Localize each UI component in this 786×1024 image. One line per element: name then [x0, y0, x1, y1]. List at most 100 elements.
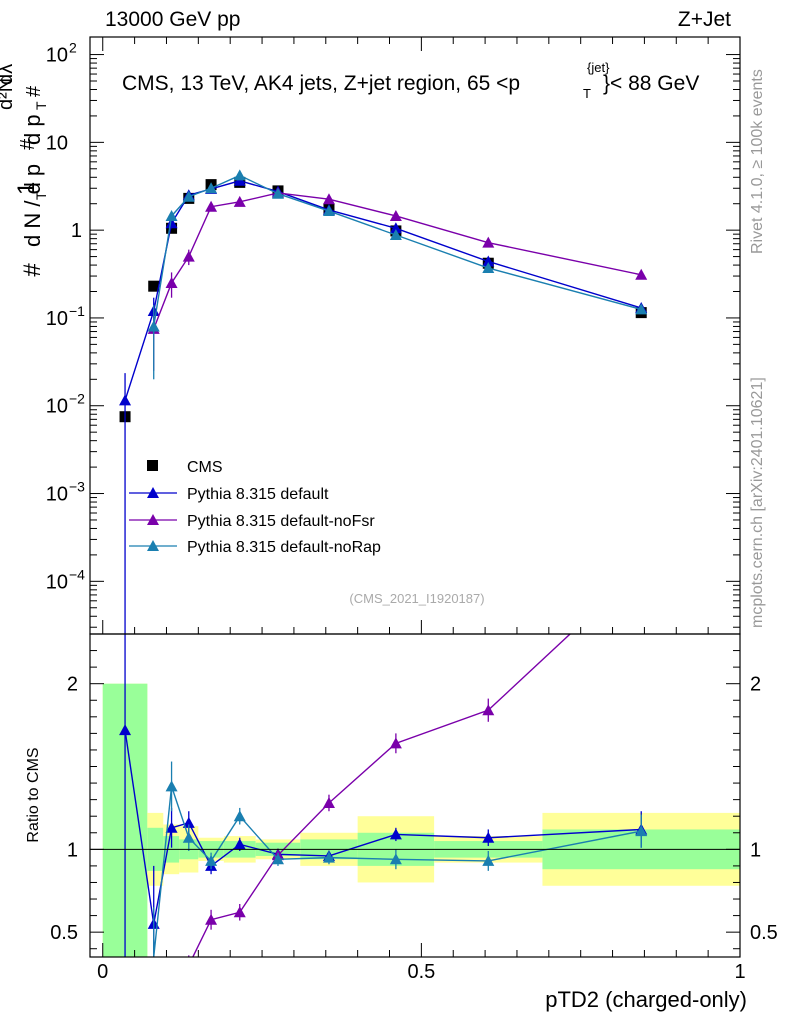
y-tick-label-main: 10	[46, 308, 68, 330]
nofsr-ratio-point-7	[322, 796, 335, 808]
side-label-top: Rivet 4.1.0, ≥ 100k events	[749, 69, 766, 254]
legend-marker-norap	[147, 540, 159, 551]
analysis-id: (CMS_2021_I1920187)	[349, 591, 484, 606]
y-tick-label-ratio: 2	[67, 674, 78, 696]
default-point-8	[389, 222, 402, 234]
side-label-bottom: mcplots.cern.ch [arXiv:2401.10621]	[749, 377, 766, 628]
default-point-2	[165, 217, 178, 229]
nofsr-ratio-point-5	[233, 906, 246, 918]
svg-text:T: T	[583, 86, 591, 101]
norap-point-3	[182, 190, 195, 202]
y-tick-label-main: 10	[46, 396, 68, 418]
nofsr-ratio-point-8	[389, 737, 402, 749]
legend: CMS Pythia 8.315 default Pythia 8.315 de…	[129, 459, 381, 556]
norap-ratio-point-6	[271, 853, 284, 865]
norap-ratio-point-9	[482, 854, 495, 866]
svg-text:d²N: d²N	[0, 78, 17, 110]
norap-point-10	[635, 303, 648, 315]
norap-point-9	[482, 262, 495, 274]
svg-text:{jet}: {jet}	[587, 60, 610, 75]
svg-text:T: T	[33, 191, 49, 200]
y-tick-label-main: 10	[46, 45, 68, 67]
y-tick-label-ratio: 1	[67, 839, 78, 861]
y-tick-label-main: 1	[71, 220, 82, 242]
cms-point-1	[148, 280, 160, 292]
y-tick-label-ratio-right: 0.5	[750, 922, 778, 944]
norap-point-2	[165, 209, 178, 221]
nofsr-point-7	[322, 193, 335, 205]
svg-text:#: #	[17, 138, 39, 150]
y-tick-label-ratio-right: 2	[750, 674, 761, 696]
y-tick-label-main-exp: −3	[69, 479, 85, 495]
svg-text:T: T	[33, 101, 49, 110]
y-tick-label-main-exp: −4	[69, 566, 85, 582]
y-axis-label-ratio: Ratio to CMS	[25, 747, 42, 842]
svg-text:1: 1	[13, 182, 40, 195]
default-ratio-point-8	[389, 828, 402, 840]
legend-marker-default	[147, 487, 159, 498]
y-tick-label-main: 10	[46, 132, 68, 154]
nofsr-line	[153, 192, 642, 330]
legend-label-norap: Pythia 8.315 default-noRap	[187, 539, 381, 556]
header-right: Z+Jet	[678, 8, 731, 31]
ratio-frame	[89, 633, 741, 958]
norap-point-4	[205, 182, 218, 194]
norap-point-6	[271, 187, 284, 199]
default-point-0	[119, 394, 132, 406]
main-plot	[119, 169, 648, 634]
ratio-bands	[102, 683, 740, 957]
y-tick-label-main: 10	[46, 571, 68, 593]
norap-point-1	[147, 320, 160, 332]
nofsr-ratio-point-4	[205, 913, 218, 925]
y-axis-label-main: # 1 d N / d p T # d p T # d²N dλ	[0, 64, 49, 277]
norap-ratio-point-2	[165, 780, 178, 792]
y-tick-label-main: 10	[46, 484, 68, 506]
legend-marker-cms	[147, 460, 158, 471]
norap-ratio-line	[153, 786, 642, 957]
norap-ratio-point-5	[233, 810, 246, 822]
nofsr-point-10	[635, 268, 648, 280]
svg-text:}< 88 GeV: }< 88 GeV	[603, 72, 699, 95]
y-tick-label-main-exp: 2	[69, 40, 77, 56]
legend-label-cms: CMS	[187, 459, 223, 476]
header-left: 13000 GeV pp	[105, 8, 240, 31]
y-tick-label-ratio-right: 1	[750, 839, 761, 861]
default-ratio-point-5	[233, 838, 246, 850]
default-ratio-point-9	[482, 831, 495, 843]
norap-point-7	[322, 205, 335, 217]
svg-text:#: #	[19, 263, 46, 277]
plot-title: CMS, 13 TeV, AK4 jets, Z+jet region, 65 …	[122, 60, 699, 101]
y-tick-label-main-exp: −1	[69, 303, 85, 319]
ratio-plot	[119, 634, 648, 957]
nofsr-point-4	[205, 200, 218, 212]
norap-ratio-point-4	[205, 854, 218, 866]
nofsr-point-9	[482, 236, 495, 248]
norap-point-8	[389, 229, 402, 241]
x-tick-label: 1	[734, 961, 745, 983]
norap-ratio-point-3	[182, 831, 195, 843]
svg-text:dλ: dλ	[0, 64, 17, 85]
norap-ratio-point-8	[389, 853, 402, 865]
x-tick-label: 0.5	[407, 961, 435, 983]
norap-line	[153, 174, 642, 327]
nofsr-ratio-line	[192, 634, 572, 957]
default-line	[124, 180, 642, 401]
legend-marker-nofsr	[147, 514, 159, 525]
svg-text:d p: d p	[20, 114, 45, 145]
svg-text:#: #	[23, 85, 45, 97]
svg-text:CMS, 13 TeV, AK4 jets, Z+jet r: CMS, 13 TeV, AK4 jets, Z+jet region, 65 …	[122, 72, 520, 95]
nofsr-point-3	[182, 250, 195, 262]
norap-ratio-point-7	[322, 851, 335, 863]
default-ratio-point-2	[165, 821, 178, 833]
svg-text:d N / d p: d N / d p	[20, 164, 45, 247]
default-ratio-point-3	[182, 816, 195, 828]
y-tick-label-ratio: 0.5	[50, 922, 78, 944]
legend-label-nofsr: Pythia 8.315 default-noFsr	[187, 513, 375, 530]
nofsr-point-2	[165, 277, 178, 289]
x-tick-label: 0	[97, 961, 108, 983]
legend-label-default: Pythia 8.315 default	[187, 486, 329, 503]
y-tick-label-main-exp: −2	[69, 391, 85, 407]
nofsr-point-8	[389, 209, 402, 221]
